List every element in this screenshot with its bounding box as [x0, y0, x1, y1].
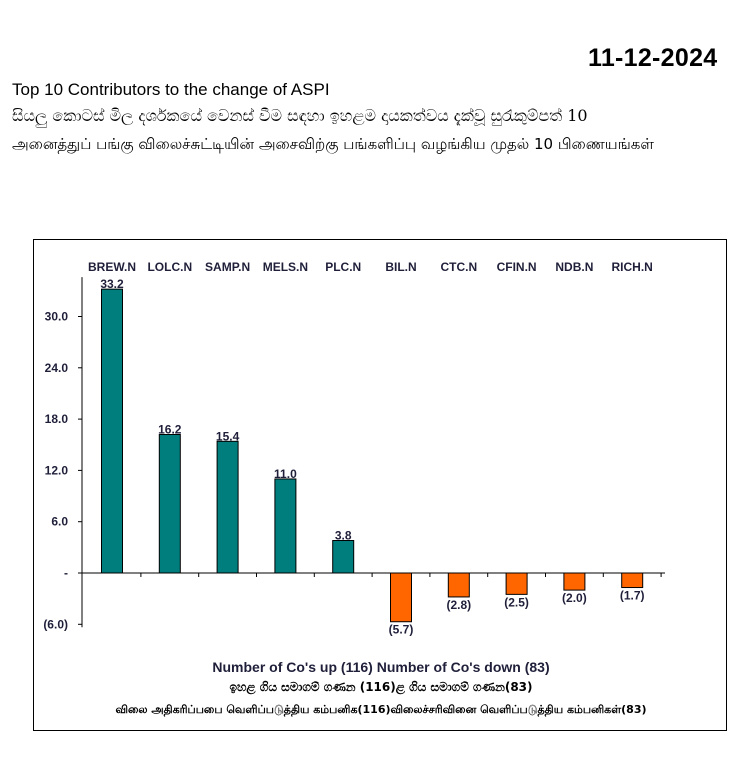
value-label: 33.2: [100, 277, 124, 291]
bar-lolc-n: [158, 433, 181, 574]
y-tick-label: 18.0: [45, 412, 69, 426]
bar-plc-n: [332, 540, 355, 574]
category-label: LOLC.N: [147, 260, 192, 274]
y-tick-label: (6.0): [43, 617, 68, 631]
category-label: SAMP.N: [205, 260, 250, 274]
value-label: 11.0: [274, 467, 297, 481]
chart-title-sinhala: සියලු කොටස් මිල දර්ශකයේ වෙනස් වීම සඳහා ඉ…: [12, 106, 588, 125]
value-label: (2.5): [504, 595, 529, 609]
y-tick-label: -: [64, 566, 68, 580]
value-label: (5.7): [389, 623, 414, 637]
category-label: CFIN.N: [497, 260, 537, 274]
bar-samp-n: [216, 440, 239, 574]
category-label: BREW.N: [88, 260, 136, 274]
chart-frame: [33, 239, 727, 731]
category-label: MELS.N: [263, 260, 308, 274]
y-tick-label: 12.0: [45, 463, 69, 477]
category-label: RICH.N: [612, 260, 653, 274]
y-tick-label: 24.0: [45, 361, 69, 375]
value-label: 15.4: [216, 429, 240, 443]
bar-bil-n: [390, 572, 412, 623]
bar-ndb-n: [563, 572, 586, 591]
value-label: (1.7): [620, 589, 645, 603]
bar-brew-n: [101, 288, 123, 574]
y-tick-label: 30.0: [45, 310, 69, 324]
companies-up-down-english: Number of Co's up (116) Number of Co's d…: [212, 659, 550, 675]
companies-up-down-sinhala: ඉහළ ගිය සමාගම් ගණන (116)ළ ගිය සමාගම් ගණන…: [229, 680, 533, 694]
category-label: PLC.N: [325, 260, 361, 274]
chart-title-english: Top 10 Contributors to the change of ASP…: [12, 80, 330, 99]
bar-cfin-n: [505, 572, 528, 595]
bar-ctc-n: [447, 572, 470, 598]
category-label: CTC.N: [440, 260, 477, 274]
companies-up-down-tamil: விலை அதிகரிப்பபை வெளிப்படுத்திய கம்பனிக(…: [115, 703, 647, 716]
bar-mels-n: [274, 478, 297, 574]
y-tick-label: 6.0: [51, 515, 68, 529]
category-label: BIL.N: [385, 260, 416, 274]
value-labels: 33.2 16.2 15.4 11.0 3.8 (5.7) (2.8) (2.5) (2.0) (…: [100, 277, 644, 637]
category-label: NDB.N: [555, 260, 593, 274]
value-label: (2.0): [562, 591, 587, 605]
report-date: 11-12-2024: [588, 44, 718, 72]
bar-rich-n: [621, 572, 644, 589]
bars: [101, 288, 644, 623]
category-labels: BREW.N LOLC.N SAMP.N MELS.N PLC.N BIL.N CTC.N C…: [88, 260, 653, 274]
chart-title-tamil: அனைத்துப் பங்கு விலைச்சுட்டியின் அசைவிற்…: [12, 135, 654, 153]
value-label: 16.2: [158, 422, 182, 436]
value-label: 3.8: [335, 529, 352, 543]
value-label: (2.8): [446, 598, 471, 612]
